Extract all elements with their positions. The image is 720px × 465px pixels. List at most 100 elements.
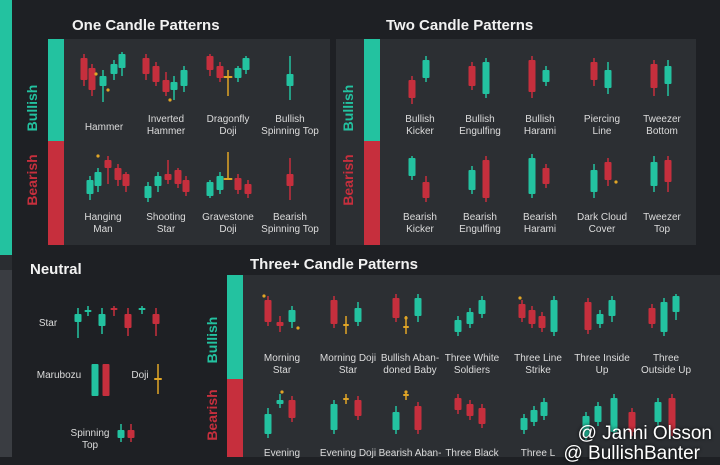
candle-body xyxy=(162,80,170,92)
candle-body xyxy=(182,180,190,192)
two-bullish-label: Bullish xyxy=(340,84,356,132)
label-two-bullish-2: Bullish Harami xyxy=(523,114,557,137)
candle-body xyxy=(244,184,252,194)
neutral-spinning-top-chart xyxy=(117,424,135,442)
bullish-spinning-top-chart xyxy=(286,56,294,100)
candle-body xyxy=(478,408,486,424)
candle-body xyxy=(604,70,612,88)
candle-body xyxy=(672,296,680,312)
three-bullish-chart-6 xyxy=(648,294,680,336)
label-shooting-star: Shooting Star xyxy=(146,212,186,235)
two-bullish-bar xyxy=(364,39,380,141)
candle-body xyxy=(170,82,178,90)
three-bullish-chart-3 xyxy=(454,296,486,336)
one-candle-title: One Candle Patterns xyxy=(72,17,220,34)
candle-body xyxy=(94,172,102,186)
two-bullish-chart-2 xyxy=(528,56,550,98)
candle-body xyxy=(582,416,590,436)
three-bullish-chart-4 xyxy=(518,296,558,336)
candle-body xyxy=(610,398,618,432)
label-bearish-spinning-top: Bearish Spinning Top xyxy=(261,212,319,235)
label-three-bearish-4: Three L xyxy=(520,448,556,459)
label-two-bearish-1: Bearish Engulfing xyxy=(459,212,501,235)
label-three-bullish-0: Morning Star xyxy=(263,353,301,376)
candle-body xyxy=(542,168,550,184)
candle-body xyxy=(88,68,96,90)
candle-body xyxy=(138,308,146,310)
candle-body xyxy=(596,314,604,324)
two-bullish-chart-0 xyxy=(408,56,430,104)
label-bullish-spinning-top: Bullish Spinning Top xyxy=(261,114,319,137)
label-gravestone-doji: Gravestone Doji xyxy=(202,212,254,235)
three-bearish-chart-3 xyxy=(454,394,486,428)
candle-body xyxy=(542,70,550,82)
label-doji: Doji xyxy=(131,370,149,381)
two-candle-title: Two Candle Patterns xyxy=(386,17,534,34)
two-bearish-chart-3 xyxy=(590,158,618,198)
candle-body xyxy=(422,60,430,78)
one-bullish-label: Bullish xyxy=(24,84,40,132)
marker-dot xyxy=(106,88,110,92)
candle-body xyxy=(408,80,416,98)
candle-body xyxy=(354,400,362,416)
label-two-bearish-0: Bearish Kicker xyxy=(403,212,437,235)
candle-body xyxy=(518,304,526,318)
candle-body xyxy=(454,398,462,410)
three-bearish-chart-1 xyxy=(330,394,362,434)
candle-body xyxy=(110,308,118,310)
label-two-bullish-4: Tweezer Bottom xyxy=(643,114,681,137)
candle-body xyxy=(478,300,486,314)
marker-dot xyxy=(280,390,284,394)
candle-body xyxy=(286,74,294,86)
candle-body xyxy=(127,430,135,438)
three-candle-title: Three+ Candle Patterns xyxy=(250,256,418,273)
three-bearish-extra-chart xyxy=(582,394,676,440)
marker-dot xyxy=(96,154,100,158)
two-bullish-chart-3 xyxy=(590,58,612,94)
candle-body xyxy=(223,76,233,78)
candle-body xyxy=(206,182,214,196)
candle-body xyxy=(528,158,536,194)
candle-body xyxy=(482,62,490,94)
candle-body xyxy=(668,398,676,430)
shooting-star-chart xyxy=(144,160,190,202)
candle-body xyxy=(403,394,409,396)
two-candle-panel xyxy=(336,39,696,245)
marker-dot xyxy=(168,98,172,102)
candle-body xyxy=(234,68,242,78)
candle-body xyxy=(590,62,598,80)
candle-body xyxy=(648,308,656,324)
label-three-bearish-2: Bearish Aban- xyxy=(378,448,442,459)
two-bearish-chart-0 xyxy=(408,156,430,202)
candle-body xyxy=(223,178,233,180)
three-bullish-label: Bullish xyxy=(204,316,220,364)
candle-body xyxy=(154,176,162,186)
candle-body xyxy=(286,174,294,186)
hammer-chart xyxy=(80,52,126,102)
candle-body xyxy=(99,76,107,86)
label-three-bullish-4: Three Line Strike xyxy=(514,353,562,376)
candle-body xyxy=(604,162,612,180)
candle-body xyxy=(288,400,296,418)
label-two-bearish-3: Dark Cloud Cover xyxy=(576,212,628,235)
three-bullish-chart-2 xyxy=(392,294,422,334)
candle-body xyxy=(664,66,672,84)
candle-body xyxy=(264,300,272,322)
candle-body xyxy=(154,378,162,380)
label-three-bullish-5: Three Inside Up xyxy=(574,353,630,376)
candle-body xyxy=(550,300,558,332)
label-three-bearish-0: Evening xyxy=(263,448,301,459)
candle-body xyxy=(528,60,536,92)
candle-body xyxy=(174,170,182,184)
marker-dot xyxy=(404,316,408,320)
two-bullish-chart-4 xyxy=(650,60,672,96)
left-strip-green xyxy=(0,0,12,255)
candle-body xyxy=(330,404,338,430)
candle-body xyxy=(392,298,400,318)
hanging-man-chart xyxy=(86,154,130,200)
marker-dot xyxy=(518,296,522,300)
candle-body xyxy=(242,58,250,70)
candle-body xyxy=(91,364,99,396)
candle-body xyxy=(216,176,224,190)
two-bearish-label: Bearish xyxy=(340,154,356,206)
